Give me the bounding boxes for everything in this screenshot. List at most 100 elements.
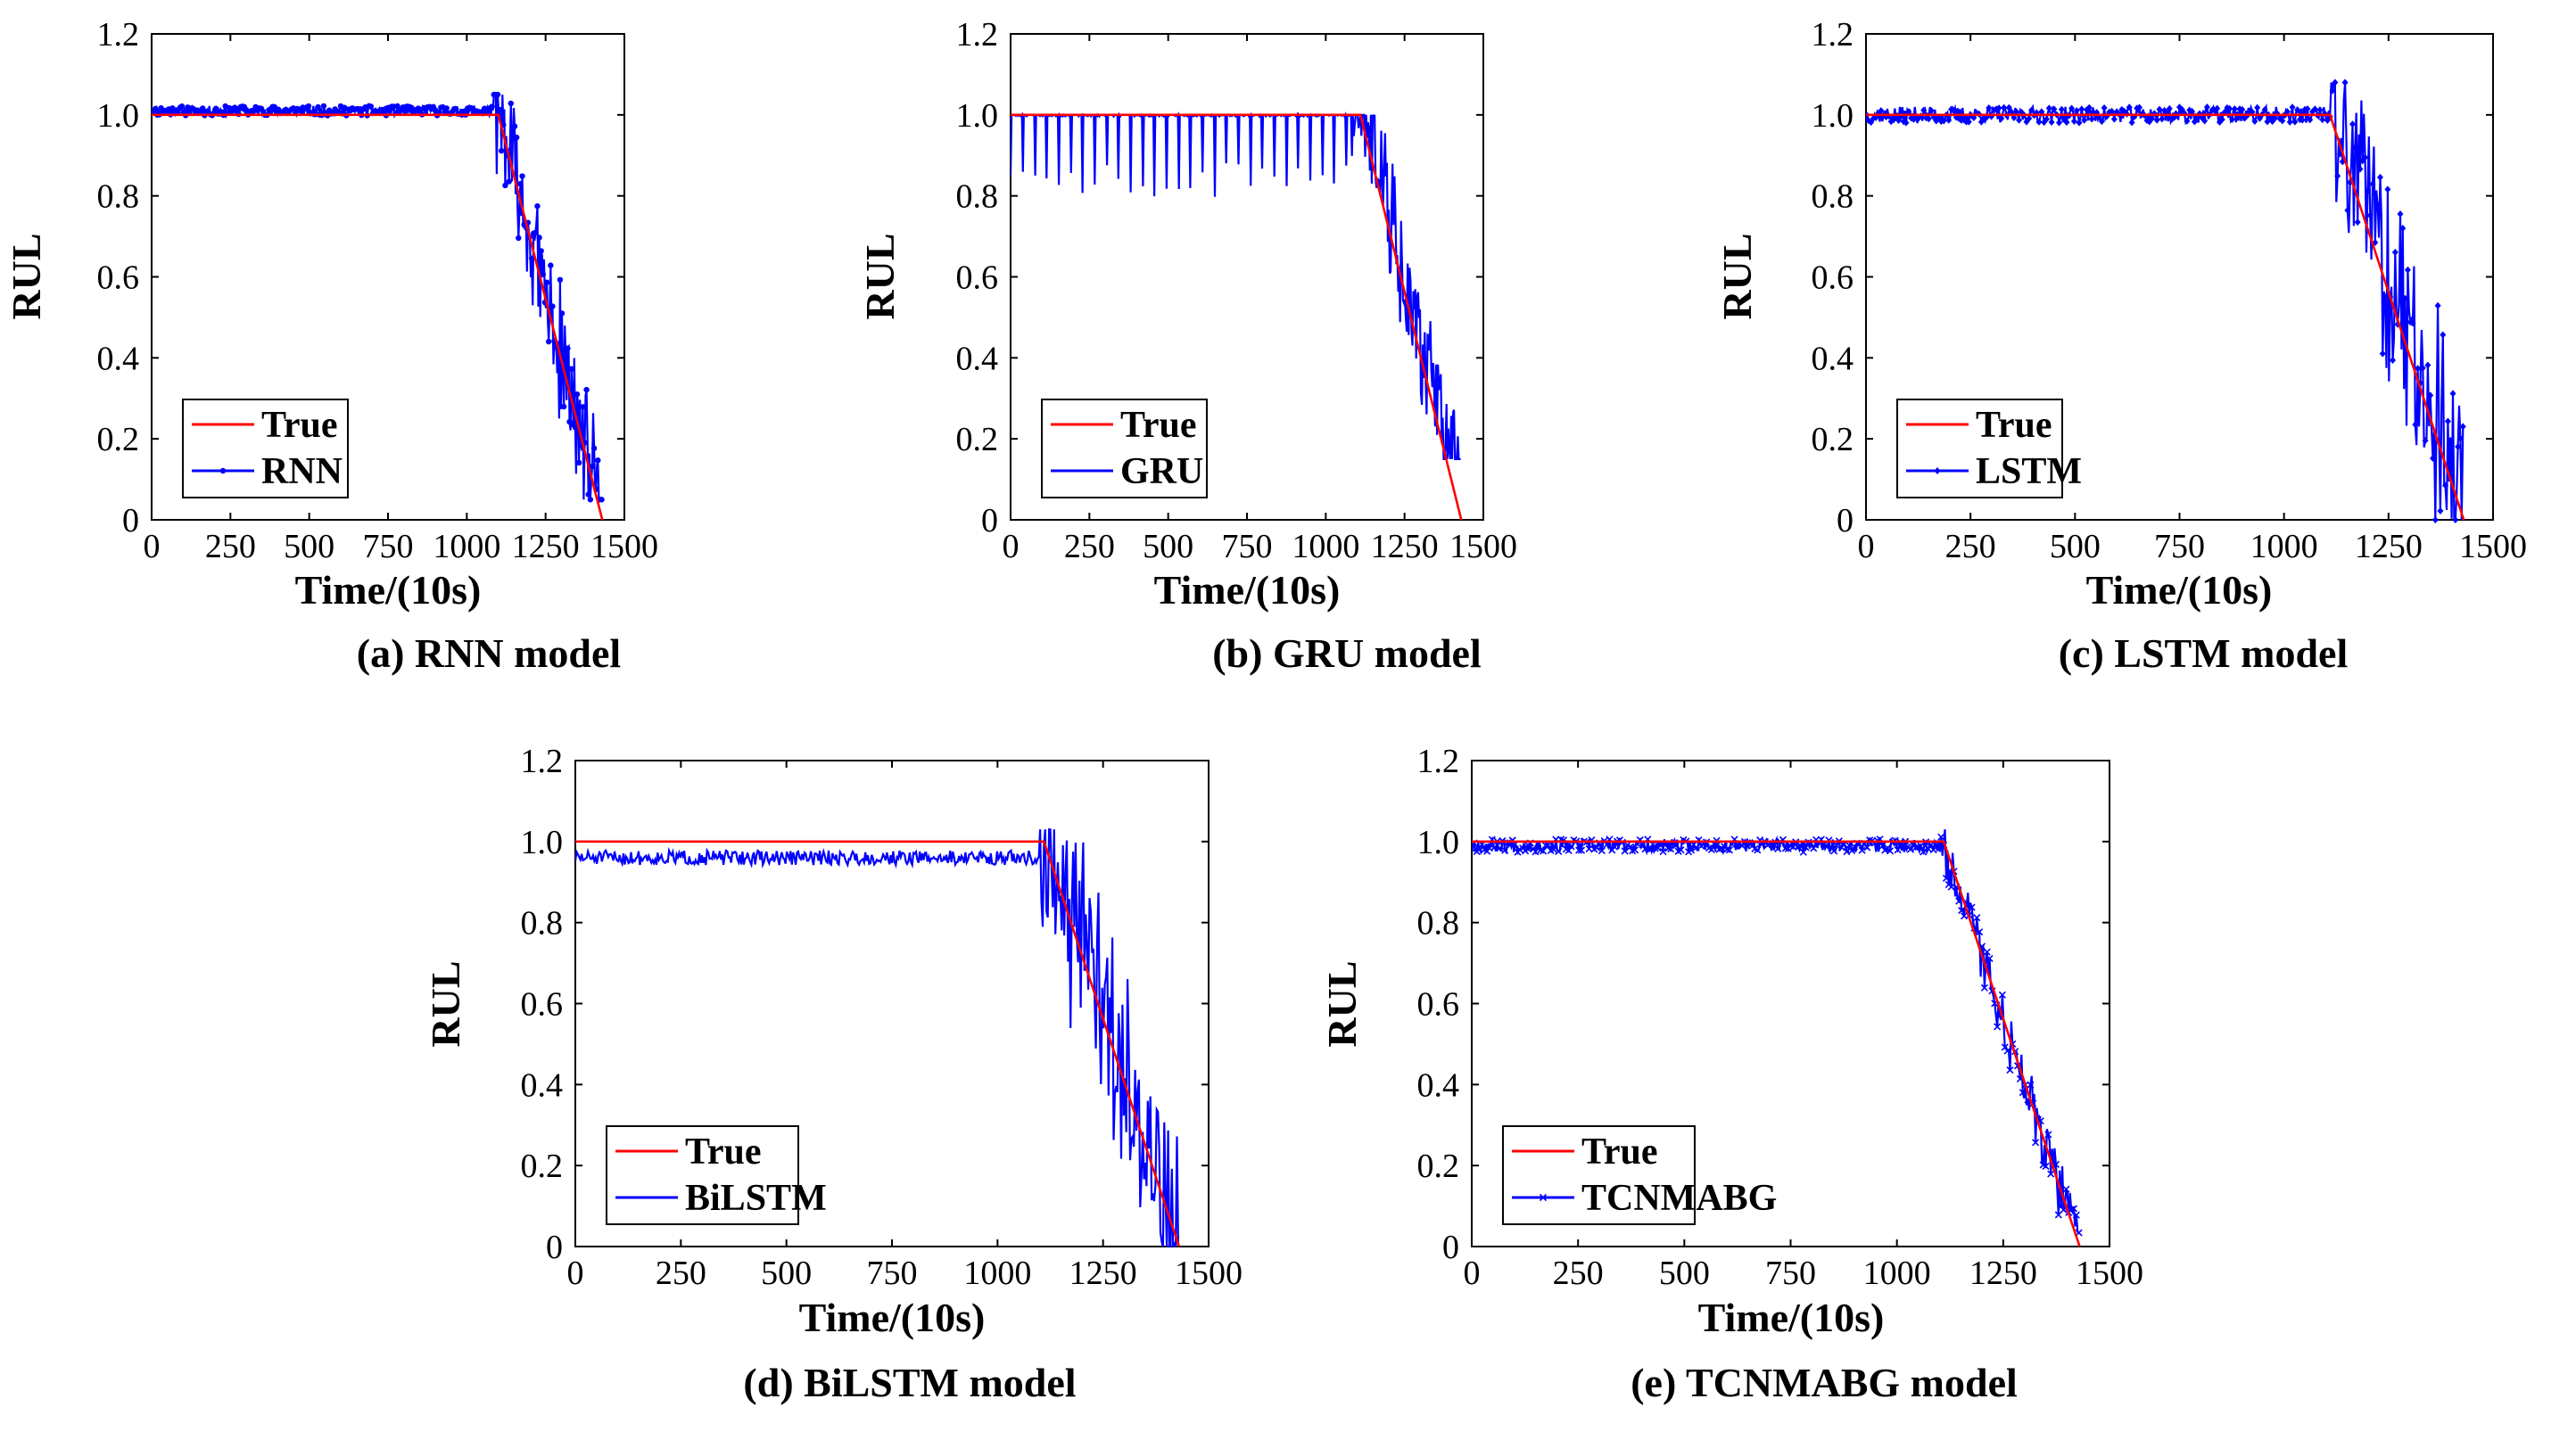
y-tick-label: 1.0 (1812, 97, 1854, 135)
x-tick-label: 750 (867, 1255, 918, 1292)
y-tick-label: 0.8 (97, 178, 140, 216)
series-lstm-marker (2218, 115, 2225, 123)
series-tcnmabg-marker (1894, 846, 1902, 854)
series-rnn-marker (599, 497, 605, 503)
series-rnn-marker (453, 106, 459, 112)
series-rnn-marker (568, 366, 574, 372)
series-tcnmabg-marker (2072, 1211, 2080, 1219)
series-lstm-marker (2349, 120, 2357, 128)
series-lstm-marker (2440, 331, 2447, 339)
series-lstm-marker (2397, 210, 2404, 218)
series-lstm-marker (2399, 225, 2407, 233)
series-tcnmabg-marker (1659, 848, 1667, 856)
series-lstm-marker (2058, 105, 2065, 113)
series-lstm-marker (2045, 104, 2052, 112)
series-rnn-marker (499, 147, 505, 154)
legend-box (1896, 399, 2063, 498)
legend-box (182, 399, 349, 498)
series-lstm-marker (2430, 455, 2437, 463)
series-rnn-marker (580, 404, 586, 410)
series-lstm-marker (2088, 115, 2095, 123)
series-lstm-marker (2291, 118, 2299, 126)
y-tick-label: 1.2 (1417, 743, 1460, 780)
series-tcnmabg-marker (1983, 948, 1991, 956)
x-tick-label: 1000 (1292, 528, 1359, 565)
series-lstm-marker (1925, 115, 1932, 123)
series-tcnmabg-marker (1575, 846, 1583, 854)
series-lstm-marker (1920, 106, 1928, 114)
series-tcnmabg-marker (1667, 845, 1675, 853)
series-lstm-marker (1986, 103, 1993, 111)
series-lstm-marker (1945, 116, 1953, 124)
y-tick-label: 0.8 (521, 905, 564, 942)
series-rnn-marker (268, 108, 274, 115)
series-lstm-marker (2442, 481, 2449, 490)
x-tick-label: 750 (363, 528, 414, 565)
series-tcnmabg-marker (1692, 844, 1700, 852)
x-axis-label: Time/(10s) (1698, 1295, 1885, 1340)
series-tcnmabg-marker (1774, 844, 1782, 852)
series-tcnmabg-marker (2062, 1185, 2070, 1193)
series-rnn-marker (494, 91, 501, 98)
plot-area (1011, 111, 1463, 521)
series-lstm-marker (2201, 117, 2209, 125)
x-tick-label: 1500 (1175, 1255, 1243, 1292)
series-rnn-marker (489, 103, 495, 110)
x-tick-label: 1250 (1371, 528, 1439, 565)
y-tick-label: 1.2 (1812, 16, 1854, 53)
legend-label-lstm: LSTM (1976, 451, 2082, 492)
series-rnn-marker (589, 463, 596, 470)
series-tcnmabg-marker (1848, 846, 1856, 854)
y-tick-label: 1.2 (956, 16, 999, 53)
y-tick-label: 0.6 (521, 986, 564, 1024)
series-lstm-marker (2073, 107, 2080, 115)
series-lstm-marker (2384, 185, 2391, 193)
x-tick-label: 500 (2050, 528, 2101, 565)
y-tick-label: 0.2 (956, 421, 999, 458)
subplot-c: 0 250 500 750 1000 1250 1500 0 0.2 0.4 0.6 0.8 1.0 1.… (1714, 16, 2527, 676)
series-lstm-marker (2444, 417, 2451, 425)
series-lstm-marker (1988, 112, 1995, 120)
series-rnn-marker (511, 123, 518, 129)
x-tick-label: 750 (1222, 528, 1273, 565)
y-tick-label: 0.2 (97, 421, 140, 458)
legend-box (1041, 399, 1208, 498)
series-lstm-marker (2231, 105, 2238, 113)
series-tcnmabg-marker (1639, 841, 1647, 849)
series-lstm-marker (2319, 116, 2326, 124)
series-tcnmabg-marker (1738, 842, 1746, 850)
x-tick-label: 1250 (2355, 528, 2423, 565)
series-lstm-marker (2434, 301, 2441, 309)
y-tick-label: 0.2 (1812, 421, 1854, 458)
series-lstm-marker (2239, 105, 2246, 113)
series-tcnmabg-marker (1521, 847, 1530, 855)
series-lstm-marker (2251, 117, 2258, 125)
y-tick-label: 1.2 (521, 743, 564, 780)
series-rnn-marker (153, 105, 159, 112)
series-rnn-marker (574, 391, 581, 398)
series-lstm-marker (2166, 104, 2173, 112)
series-lstm-marker (2332, 78, 2339, 86)
subplot-b: 0 250 500 750 1000 1250 1500 0 0.2 0.4 0.6 0.8 1.0 1.… (857, 16, 1517, 676)
series-lstm-marker (2362, 153, 2369, 161)
series-rnn-marker (519, 173, 525, 179)
plot-area (152, 91, 605, 521)
series-tcnmabg-marker (2044, 1131, 2052, 1139)
series-lstm-marker (1998, 114, 2005, 122)
series-lstm-marker (1973, 109, 1980, 117)
series-tcnmabg-marker (1687, 846, 1696, 854)
series-lstm-marker (1878, 107, 1885, 115)
series-lstm-marker (2427, 391, 2434, 399)
series-tcnmabg-marker (1998, 991, 2006, 999)
series-lstm-marker (2415, 365, 2422, 373)
series-lstm-marker (2329, 86, 2336, 95)
y-axis-label: RUL (1714, 233, 1760, 319)
x-tick-label: 500 (761, 1255, 812, 1292)
y-tick-label: 1.0 (521, 824, 564, 861)
series-tcnmabg-marker (2069, 1205, 2078, 1213)
plot-area (575, 828, 1181, 1248)
series-rnn-marker (590, 445, 598, 452)
series-lstm-marker (2063, 119, 2070, 127)
series-rnn-marker (320, 103, 327, 110)
series-lstm-marker (2081, 116, 2088, 124)
